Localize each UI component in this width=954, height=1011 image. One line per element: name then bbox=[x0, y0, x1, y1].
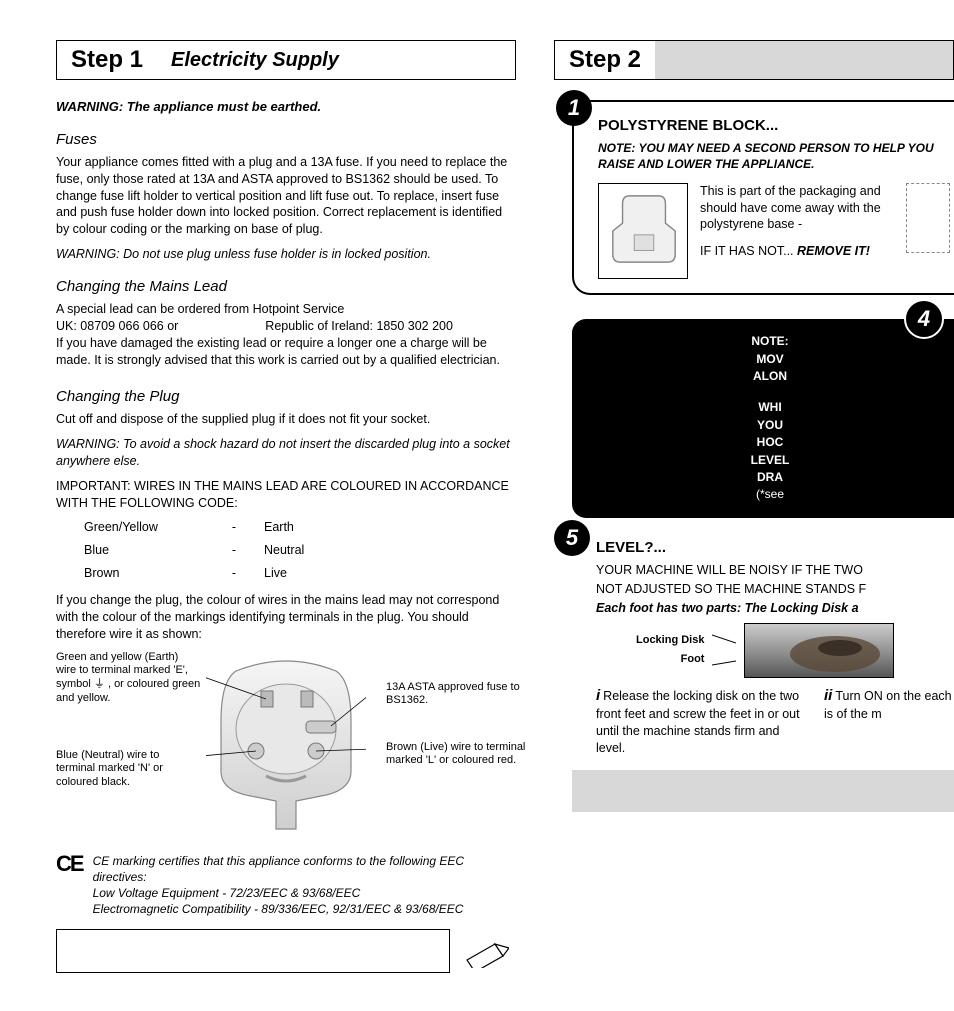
plug-label-neutral: Blue (Neutral) wire to terminal marked '… bbox=[56, 749, 201, 790]
note-line: YOU bbox=[590, 417, 950, 434]
note-line: WHI bbox=[590, 399, 950, 416]
warning-text: The appliance must be earthed. bbox=[127, 99, 321, 114]
plug-label-earth: Green and yellow (Earth) wire to termina… bbox=[56, 651, 201, 706]
step-i-marker: i bbox=[596, 687, 600, 704]
wire-dash: - bbox=[204, 542, 264, 559]
fuses-warning: WARNING: Do not use plug unless fuse hol… bbox=[56, 246, 516, 263]
step1-header: Step 1 Electricity Supply bbox=[56, 40, 516, 80]
foot-photo bbox=[744, 623, 894, 678]
foot-label: Foot bbox=[636, 652, 704, 667]
step2-number: Step 2 bbox=[554, 40, 655, 80]
wire-name: Live bbox=[264, 565, 364, 582]
wire-dash: - bbox=[204, 565, 264, 582]
note-line-see: (*see bbox=[590, 486, 950, 503]
section-4-note: 4 NOTE: MOV ALON WHI YOU HOC LEVEL DRA (… bbox=[572, 319, 954, 518]
fuses-heading: Fuses bbox=[56, 130, 516, 150]
polystyrene-block-illustration bbox=[598, 183, 688, 280]
table-row: Green/Yellow - Earth bbox=[84, 519, 516, 536]
plug-important: IMPORTANT: WIRES IN THE MAINS LEAD ARE C… bbox=[56, 478, 516, 512]
plug-heading: Changing the Plug bbox=[56, 387, 516, 407]
plug-label-fuse: 13A ASTA approved fuse to BS1362. bbox=[386, 681, 536, 709]
mains-heading: Changing the Mains Lead bbox=[56, 277, 516, 297]
mains-uk: UK: 08709 066 066 or bbox=[56, 319, 178, 333]
polystyrene-note: NOTE: YOU MAY NEED A SECOND PERSON TO HE… bbox=[598, 140, 950, 172]
level-adjust-line: NOT ADJUSTED SO THE MACHINE STANDS F bbox=[596, 581, 954, 598]
wire-name: Earth bbox=[264, 519, 364, 536]
footer-gray-bar bbox=[572, 770, 954, 812]
table-row: Blue - Neutral bbox=[84, 542, 516, 559]
step-ii-marker: ii bbox=[824, 687, 832, 704]
polystyrene-section: 1 POLYSTYRENE BLOCK... NOTE: YOU MAY NEE… bbox=[572, 100, 954, 295]
level-each-foot: Each foot has two parts: The Locking Dis… bbox=[596, 600, 954, 617]
wire-colour-table: Green/Yellow - Earth Blue - Neutral Brow… bbox=[84, 519, 516, 582]
note-line: HOC bbox=[590, 434, 950, 451]
note-line: LEVEL bbox=[590, 452, 950, 469]
ce-emc: Electromagnetic Compatibility - 89/336/E… bbox=[93, 901, 516, 917]
step1-number: Step 1 bbox=[57, 44, 157, 76]
plug-warning: WARNING: To avoid a shock hazard do not … bbox=[56, 436, 516, 470]
table-row: Brown - Live bbox=[84, 565, 516, 582]
polystyrene-para: This is part of the packaging and should… bbox=[700, 183, 894, 234]
mains-line1: A special lead can be ordered from Hotpo… bbox=[56, 301, 516, 318]
ce-text: CE marking certifies that this appliance… bbox=[93, 853, 516, 885]
step-i-text: Release the locking disk on the two fron… bbox=[596, 689, 800, 755]
foot-diagram: Locking Disk Foot bbox=[636, 623, 954, 678]
locking-disk-label: Locking Disk bbox=[636, 633, 704, 648]
wire-colour: Green/Yellow bbox=[84, 519, 204, 536]
warning-earthed: WARNING: The appliance must be earthed. bbox=[56, 98, 516, 116]
section-number-1: 1 bbox=[556, 90, 592, 126]
note-label: NOTE: bbox=[590, 333, 950, 350]
step2-title-bg bbox=[655, 40, 954, 80]
level-section: 5 LEVEL?... YOUR MACHINE WILL BE NOISY I… bbox=[572, 518, 954, 757]
if-not-label: IF IT HAS NOT... bbox=[700, 244, 794, 258]
step2-header: Step 2 bbox=[554, 40, 954, 80]
plug-wiring-diagram: Green and yellow (Earth) wire to termina… bbox=[56, 651, 516, 851]
level-noisy-line: YOUR MACHINE WILL BE NOISY IF THE TWO bbox=[596, 562, 954, 579]
mains-para2: If you have damaged the existing lead or… bbox=[56, 335, 516, 369]
page-footer-box bbox=[56, 929, 450, 973]
level-heading: LEVEL?... bbox=[596, 538, 954, 558]
ce-mark-icon: CE bbox=[56, 853, 83, 918]
polystyrene-heading: POLYSTYRENE BLOCK... bbox=[598, 116, 950, 136]
step-ii-text: Turn ON on the each is of the m bbox=[824, 689, 952, 721]
warning-label: WARNING: bbox=[56, 99, 123, 114]
ce-compliance-block: CE CE marking certifies that this applia… bbox=[56, 853, 516, 918]
note-line: ALON bbox=[590, 368, 950, 385]
wire-colour: Blue bbox=[84, 542, 204, 559]
plug-cut: Cut off and dispose of the supplied plug… bbox=[56, 411, 516, 428]
note-line: DRA bbox=[590, 469, 950, 486]
fuses-paragraph: Your appliance comes fitted with a plug … bbox=[56, 154, 516, 238]
note-line: MOV bbox=[590, 351, 950, 368]
plug-illustration bbox=[206, 651, 366, 831]
plug-label-live: Brown (Live) wire to terminal marked 'L'… bbox=[386, 741, 536, 769]
wire-dash: - bbox=[204, 519, 264, 536]
ce-lv: Low Voltage Equipment - 72/23/EEC & 93/6… bbox=[93, 885, 516, 901]
page-turn-icon bbox=[465, 938, 509, 973]
section-number-5: 5 bbox=[554, 520, 590, 556]
plug-colour-para: If you change the plug, the colour of wi… bbox=[56, 592, 516, 643]
wire-name: Neutral bbox=[264, 542, 364, 559]
clipped-illustration bbox=[906, 183, 950, 253]
foot-pointer-lines bbox=[712, 623, 736, 678]
level-steps-row: iRelease the locking disk on the two fro… bbox=[596, 686, 954, 757]
step1-title: Electricity Supply bbox=[157, 47, 339, 74]
mains-roi: Republic of Ireland: 1850 302 200 bbox=[265, 319, 453, 333]
section-number-4: 4 bbox=[904, 299, 944, 339]
remove-it-label: REMOVE IT! bbox=[794, 244, 870, 258]
mains-phones: UK: 08709 066 066 or Republic of Ireland… bbox=[56, 318, 516, 335]
polystyrene-text: This is part of the packaging and should… bbox=[700, 183, 894, 261]
wire-colour: Brown bbox=[84, 565, 204, 582]
